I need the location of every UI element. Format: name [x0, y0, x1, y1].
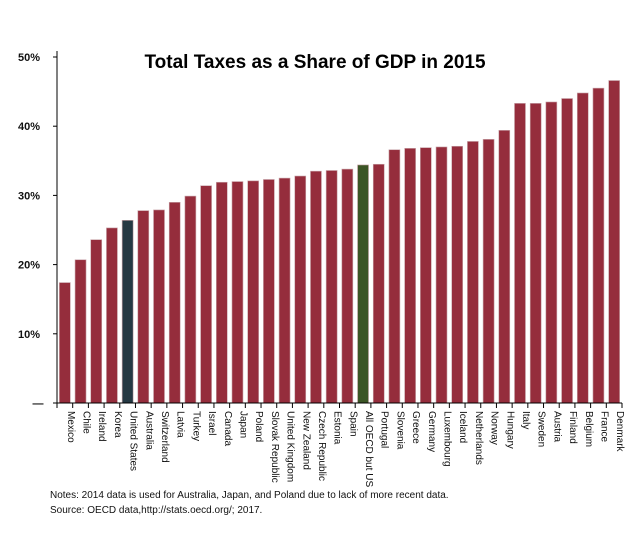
y-tick-label: 50%	[18, 52, 40, 64]
bar-israel	[200, 185, 212, 404]
bar-chile	[74, 259, 87, 404]
bar-belgium	[576, 92, 589, 404]
bar-iceland	[451, 145, 464, 404]
bar-united-kingdom	[278, 177, 291, 404]
y-tick-label: —	[33, 398, 44, 410]
bar-spain	[341, 168, 354, 404]
bar-denmark	[608, 80, 620, 404]
x-tick-label: Portugal	[379, 411, 390, 448]
y-tick-label: 40%	[18, 121, 40, 133]
x-tick-label: Belgium	[583, 411, 594, 447]
x-tick-label: Slovak Republic	[269, 411, 280, 483]
x-tick-label: Norway	[489, 411, 500, 445]
bar-norway	[482, 139, 495, 404]
x-tick-label: Sweden	[536, 411, 547, 447]
x-tick-label: United Kingdom	[285, 411, 296, 482]
x-tick-label: Hungary	[504, 411, 515, 449]
x-tick-label: France	[598, 411, 609, 443]
x-tick-label: Denmark	[614, 411, 625, 453]
x-tick-label: Australia	[143, 411, 154, 450]
x-tick-label: Spain	[347, 411, 358, 437]
y-tick-label: 20%	[18, 260, 40, 272]
x-tick-label: Canada	[222, 411, 233, 446]
x-tick-label: Latvia	[175, 411, 186, 438]
bar-slovak-republic	[263, 179, 275, 404]
bars	[59, 80, 620, 404]
x-tick-label: Poland	[253, 411, 264, 442]
x-tick-label: All OECD but US	[363, 411, 374, 487]
x-tick-label: Israel	[206, 411, 217, 435]
bar-hungary	[498, 130, 511, 404]
x-tick-label: Iceland	[457, 411, 468, 443]
y-axis: — 10% 20% 30% 40% 50%	[18, 51, 58, 410]
x-tick-label: Ireland	[96, 411, 107, 442]
bar-mexico	[59, 282, 71, 404]
x-tick-label: Korea	[112, 411, 123, 438]
x-tick-label: Turkey	[190, 411, 201, 441]
bar-portugal	[372, 163, 385, 404]
bar-austria	[545, 101, 558, 404]
x-tick-label: Japan	[237, 411, 248, 438]
x-tick-label: New Zealand	[300, 411, 311, 470]
chart-notes: Notes: 2014 data is used for Australia, …	[50, 490, 449, 501]
bar-united-states	[121, 220, 134, 404]
bar-latvia	[168, 202, 181, 404]
x-tick-label: Czech Republic	[316, 411, 327, 481]
x-tick-label: Estonia	[332, 411, 343, 445]
x-tick-label: United States	[128, 411, 139, 471]
bar-greece	[404, 148, 416, 404]
bar-luxembourg	[435, 146, 448, 404]
bar-switzerland	[153, 209, 165, 404]
x-tick-label: Finland	[567, 411, 578, 444]
bar-sweden	[529, 103, 542, 404]
bar-japan	[231, 181, 244, 404]
bar-ireland	[90, 239, 103, 404]
bar-new-zealand	[294, 175, 307, 404]
x-tick-label: Mexico	[65, 411, 76, 443]
chart-title: Total Taxes as a Share of GDP in 2015	[144, 52, 486, 73]
bar-germany	[420, 147, 432, 404]
bar-australia	[137, 210, 150, 404]
x-tick-label: Switzerland	[159, 411, 170, 463]
bar-poland	[247, 180, 259, 404]
x-tick-label: Slovenia	[394, 411, 405, 450]
bar-finland	[561, 98, 573, 404]
bar-all-oecd-but-us	[357, 164, 369, 404]
bar-france	[592, 87, 605, 404]
bar-canada	[215, 181, 228, 404]
bar-netherlands	[467, 141, 479, 404]
x-tick-label: Luxembourg	[442, 411, 453, 467]
x-tick-label: Chile	[81, 411, 92, 434]
y-tick-label: 30%	[18, 190, 40, 202]
x-tick-label: Germany	[426, 411, 437, 452]
bar-slovenia	[388, 149, 401, 404]
x-tick-label: Italy	[520, 411, 531, 429]
bar-estonia	[325, 170, 338, 404]
x-tick-label: Greece	[410, 411, 421, 444]
x-tick-label: Austria	[551, 411, 562, 443]
x-axis: Mexico Chile Ireland Korea United States Aust…	[56, 402, 625, 487]
chart-source: Source: OECD data,http://stats.oecd.org/…	[50, 505, 263, 516]
bar-italy	[514, 103, 526, 404]
bar-czech-republic	[310, 170, 322, 404]
bar-korea	[106, 227, 118, 404]
x-tick-label: Netherlands	[473, 411, 484, 465]
bar-turkey	[184, 195, 197, 404]
y-tick-label: 10%	[18, 329, 40, 341]
